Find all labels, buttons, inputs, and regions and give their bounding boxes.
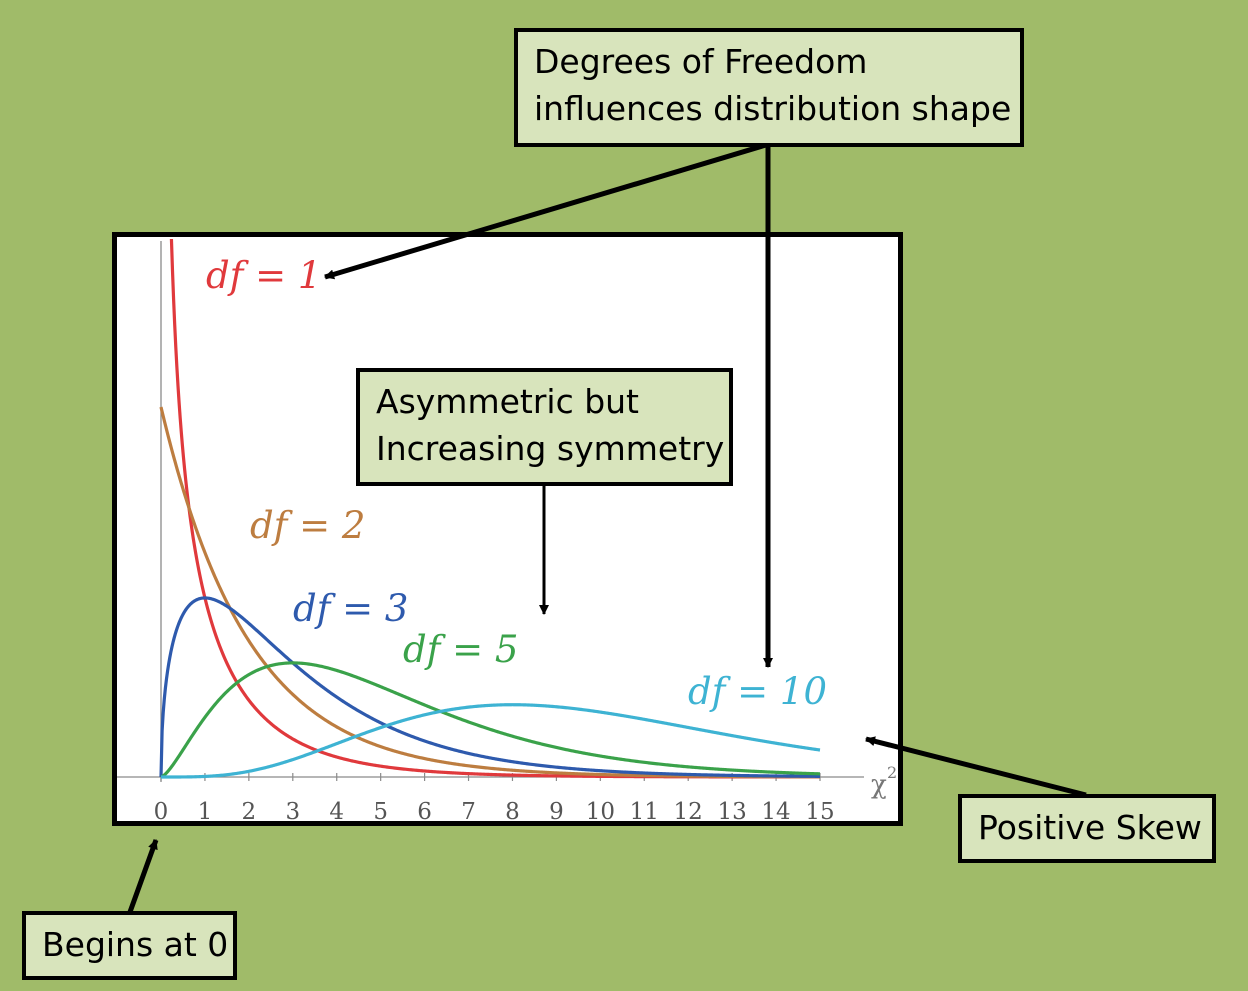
series-line-df-10 <box>160 703 821 779</box>
x-tick-label-4: 4 <box>329 799 344 825</box>
x-axis-label-superscript: 2 <box>887 763 897 782</box>
callout-degrees-line1: Degrees of Freedom <box>534 42 868 81</box>
annotation-arrows <box>127 142 1087 913</box>
callout-asymmetric-line1: Asymmetric but <box>376 382 640 421</box>
x-tick-label-10: 10 <box>586 799 615 825</box>
x-tick-label-8: 8 <box>505 799 520 825</box>
x-tick-label-6: 6 <box>417 799 432 825</box>
callout-degrees-line2: influences distribution shape <box>534 89 1012 128</box>
arrow-to-df1-label <box>324 142 767 280</box>
x-tick-label-9: 9 <box>549 799 564 825</box>
x-tick-label-14: 14 <box>761 799 790 825</box>
x-axis-label: χ <box>871 770 887 800</box>
arrow-positive-skew <box>865 736 1087 798</box>
series-line-df-3 <box>159 596 821 778</box>
callout-asymmetric-line2: Increasing symmetry <box>376 429 725 468</box>
callout-asymmetric: Asymmetric but Increasing symmetry <box>356 368 733 486</box>
arrow-begins-at-zero <box>127 839 159 913</box>
x-tick-label-11: 11 <box>630 799 659 825</box>
chart-panel <box>112 232 903 826</box>
series-label-df-5: df = 5 <box>403 628 518 671</box>
callout-begins-at-zero: Begins at 0 <box>22 911 237 980</box>
x-tick-label-7: 7 <box>461 799 476 825</box>
series-line-df-5 <box>160 661 821 779</box>
callout-skew-text: Positive Skew <box>978 808 1202 847</box>
x-tick-label-13: 13 <box>717 799 746 825</box>
series-label-df-10: df = 10 <box>688 670 827 713</box>
callout-positive-skew: Positive Skew <box>958 794 1216 863</box>
series-label-df-2: df = 2 <box>250 504 365 547</box>
callout-degrees-of-freedom: Degrees of Freedom influences distributi… <box>514 28 1024 147</box>
x-tick-label-1: 1 <box>198 799 213 825</box>
x-tick-label-12: 12 <box>674 799 703 825</box>
callout-begins-text: Begins at 0 <box>42 925 229 964</box>
series-label-df-1: df = 1 <box>206 254 321 297</box>
x-tick-label-15: 15 <box>805 799 834 825</box>
x-tick-label-3: 3 <box>285 799 300 825</box>
series-label-df-3: df = 3 <box>293 587 408 630</box>
x-tick-label-0: 0 <box>154 799 169 825</box>
x-tick-label-5: 5 <box>373 799 388 825</box>
x-tick-label-2: 2 <box>242 799 257 825</box>
